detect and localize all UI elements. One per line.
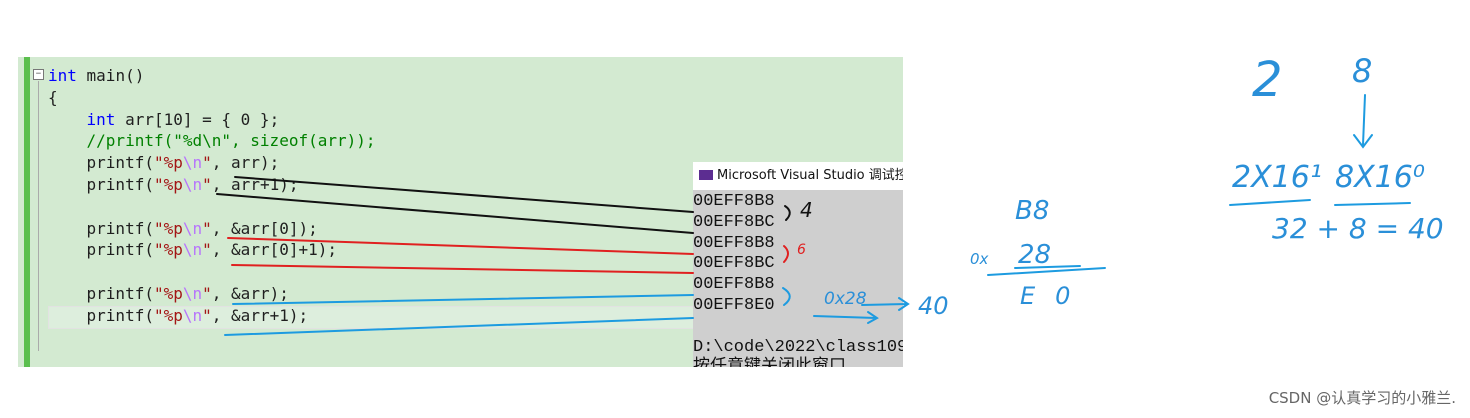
annotation: 0x28 <box>824 289 867 309</box>
code-line: printf("%p\n", &arr[0]+1); <box>48 240 338 260</box>
ink-brace <box>783 245 789 263</box>
token: "%p\n" <box>153 218 212 238</box>
ink-rule <box>987 267 1106 276</box>
ink-line <box>224 317 694 336</box>
ink-line <box>231 264 694 274</box>
code-line: int main() <box>48 66 145 85</box>
token: \n <box>182 153 203 173</box>
annotation: 40 <box>918 292 949 320</box>
console-line: 按任意键关闭此窗口 <box>693 358 903 367</box>
console-line: 00EFF8B8 <box>693 275 775 295</box>
token: \n <box>182 218 203 238</box>
ink-rule <box>1334 202 1411 206</box>
ink-line <box>216 193 694 234</box>
token: \n <box>182 174 203 194</box>
console-line: 00EFF8BC <box>693 212 775 232</box>
token: int <box>48 66 77 85</box>
ink-brace <box>782 287 791 306</box>
token: "%p\n" <box>153 153 212 173</box>
ink-arrow <box>1353 94 1373 149</box>
current-line <box>48 306 903 329</box>
console-line: 00EFF8B8 <box>693 233 775 253</box>
console-line: 00EFF8B8 <box>693 192 775 211</box>
ink-arrow <box>813 311 879 324</box>
console-output: 00EFF8B8 00EFF8BC 00EFF8B8 00EFF8BC 00EFF8B8… <box>693 190 903 367</box>
code-line: printf("%p\n", &arr+1); <box>48 305 309 325</box>
annotation: 4 <box>800 198 813 222</box>
gutter <box>24 57 30 367</box>
console-title-bar: Microsoft Visual Studio 调试控制 <box>693 162 903 190</box>
token: \n <box>182 240 203 260</box>
code-line: printf("%p\n", arr); <box>48 153 280 173</box>
token: "%p\n" <box>153 283 212 303</box>
annotation: E0 <box>1020 282 1091 310</box>
fold-toggle[interactable]: − <box>33 69 44 80</box>
ink-arrow <box>861 297 910 311</box>
annotation: 32 + 8 = 40 <box>1272 212 1444 245</box>
token: "%p\n" <box>153 305 212 325</box>
ink-rule <box>1229 199 1311 206</box>
ink-line <box>227 237 694 255</box>
console-line: 00EFF8BC <box>693 254 775 274</box>
console-line: D:\code\2022\class109 <box>693 337 903 357</box>
code-line: int arr[10] = { 0 }; <box>86 109 280 129</box>
ink-brace <box>784 205 791 221</box>
annotation: 0x <box>970 250 989 268</box>
annotation: 8X16⁰ <box>1335 160 1425 195</box>
code-line: { <box>48 87 58 107</box>
ink-line <box>234 176 694 213</box>
ink-line <box>232 294 694 305</box>
token: \n <box>182 283 203 303</box>
console-window: Microsoft Visual Studio 调试控制 00EFF8B8 00E… <box>693 162 903 367</box>
token: "%p\n" <box>153 174 212 194</box>
code-line: printf("%p\n", &arr[0]); <box>48 218 318 238</box>
token: //printf("%d\n", sizeof(arr)); <box>86 131 376 151</box>
annotation: 8 <box>1352 52 1373 90</box>
fold-line <box>38 81 39 351</box>
annotation: 6 <box>797 242 806 258</box>
annotation: 28 <box>1018 240 1052 270</box>
token: "%p\n" <box>153 240 212 260</box>
code-line: //printf("%d\n", sizeof(arr)); <box>48 130 376 152</box>
ink-rule <box>1014 265 1081 269</box>
token: \n <box>182 305 203 325</box>
code-line: printf("%p\n", arr+1); <box>48 174 299 194</box>
app-icon <box>699 170 713 180</box>
code-line: printf("%p\n", &arr); <box>48 283 289 303</box>
code: int main() { int arr[10] = { 0 }; //print… <box>48 65 376 327</box>
annotation: 2 <box>1252 52 1283 108</box>
token: int <box>86 109 116 129</box>
annotation: 2X16¹ <box>1232 160 1322 195</box>
footer: CSDN @认真学习的小雅兰. <box>1268 389 1456 407</box>
console-line: 00EFF8E0 <box>693 295 775 315</box>
console-title: Microsoft Visual Studio 调试控制 <box>717 168 903 183</box>
annotation: B8 <box>1015 196 1050 226</box>
